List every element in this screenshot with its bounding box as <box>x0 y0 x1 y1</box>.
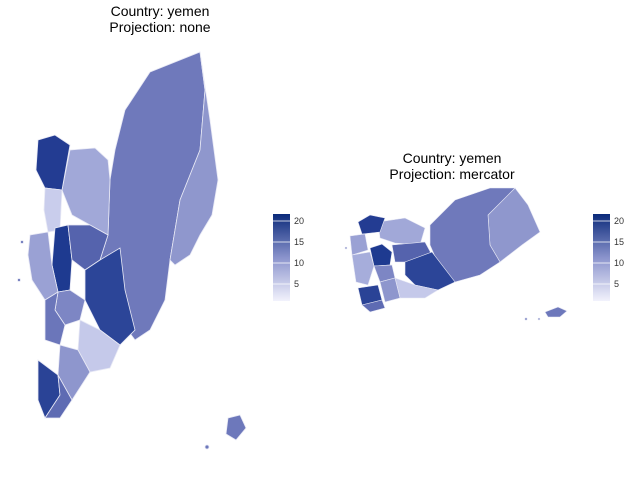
legend-none-tick-5: 5 <box>294 279 299 289</box>
region-hajjah-m[interactable] <box>349 233 369 256</box>
region-jawf-m[interactable] <box>377 217 426 246</box>
region-lahij-m[interactable] <box>379 277 401 303</box>
legend-mercator-tick-15: 15 <box>614 237 624 247</box>
legend-none: 20 15 10 5 <box>273 214 304 301</box>
map-mercator <box>344 187 568 321</box>
region-saada-m[interactable] <box>357 214 386 235</box>
legend-mercator: 20 15 10 5 <box>593 214 624 301</box>
panel-none-title: Country: yemen Projection: none <box>60 3 260 35</box>
panel-mercator-title: Country: yemen Projection: mercator <box>352 150 552 182</box>
map-none <box>17 51 247 450</box>
panel-mercator-title-projection: Projection: mercator <box>389 166 515 182</box>
legend-mercator-tick-5: 5 <box>614 279 619 289</box>
legend-none-tick-15: 15 <box>294 237 304 247</box>
panel-mercator-title-country: Country: yemen <box>402 150 502 166</box>
region-hudaydah-m[interactable] <box>351 251 375 286</box>
legend-none-tick-10: 10 <box>294 258 304 268</box>
region-aden[interactable] <box>44 374 73 419</box>
legend-mercator-colorbar <box>593 214 610 301</box>
island-socotra-m[interactable] <box>544 306 568 318</box>
panel-none-title-country: Country: yemen <box>110 3 210 19</box>
island-socotra[interactable] <box>225 414 247 441</box>
region-ibb[interactable] <box>44 291 66 346</box>
region-mahrah[interactable] <box>169 51 219 266</box>
panel-none-title-projection: Projection: none <box>109 19 211 35</box>
legend-none-colorbar <box>273 214 290 301</box>
region-hajjah[interactable] <box>43 187 63 233</box>
legend-mercator-tick-10: 10 <box>614 258 624 268</box>
legend-mercator-tick-20: 20 <box>614 216 624 226</box>
region-jawf[interactable] <box>61 147 111 236</box>
region-lahij[interactable] <box>57 344 91 401</box>
legend-none-tick-20: 20 <box>294 216 304 226</box>
region-aden-m[interactable] <box>361 299 386 313</box>
